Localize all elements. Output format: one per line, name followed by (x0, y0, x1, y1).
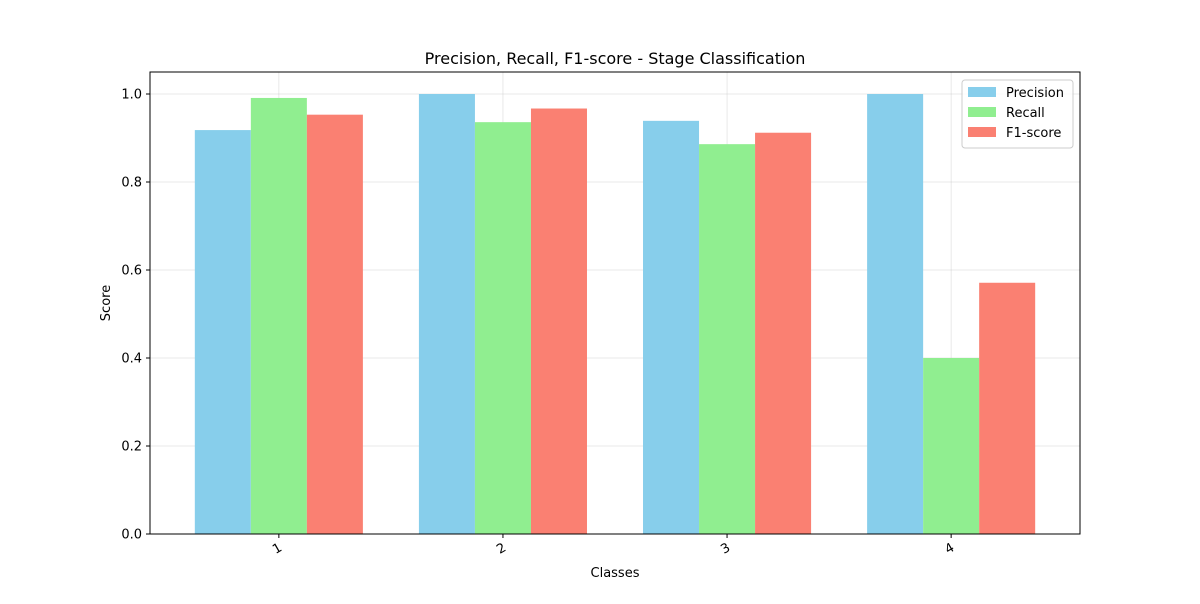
y-tick-label: 0.8 (121, 176, 142, 191)
y-axis-ticks: 0.0 0.2 0.4 0.6 0.8 1.0 (121, 88, 150, 543)
y-tick-label: 1.0 (121, 88, 142, 103)
bar-precision (194, 130, 251, 534)
bar-f1-score (530, 108, 587, 535)
legend-label: F1-score (1006, 126, 1061, 141)
bar-f1-score (755, 132, 812, 534)
y-tick-label: 0.6 (121, 264, 142, 279)
bar-recall (699, 144, 756, 534)
legend-swatch (968, 127, 996, 137)
axes-frame (149, 71, 1081, 535)
bar-precision (418, 94, 475, 534)
bar-precision (867, 94, 924, 534)
x-axis-label: Classes (591, 566, 640, 581)
bars (194, 94, 1036, 535)
bar-recall (250, 97, 307, 535)
bar-recall (474, 122, 531, 534)
y-tick-label: 0.4 (121, 352, 142, 367)
y-tick-label: 0.0 (121, 528, 142, 543)
bar-precision (643, 120, 700, 534)
legend-swatch (968, 87, 996, 97)
bar-recall (923, 358, 980, 534)
legend-label: Recall (1006, 106, 1045, 121)
bar-f1-score (306, 114, 363, 535)
y-tick-label: 0.2 (121, 440, 142, 455)
legend: Precision Recall F1-score (961, 79, 1074, 149)
bar-f1-score (979, 282, 1036, 534)
y-axis-label: Score (99, 285, 114, 321)
legend-label: Precision (1006, 86, 1064, 101)
legend-swatch (968, 107, 996, 117)
chart-title: Precision, Recall, F1-score - Stage Clas… (425, 49, 806, 68)
